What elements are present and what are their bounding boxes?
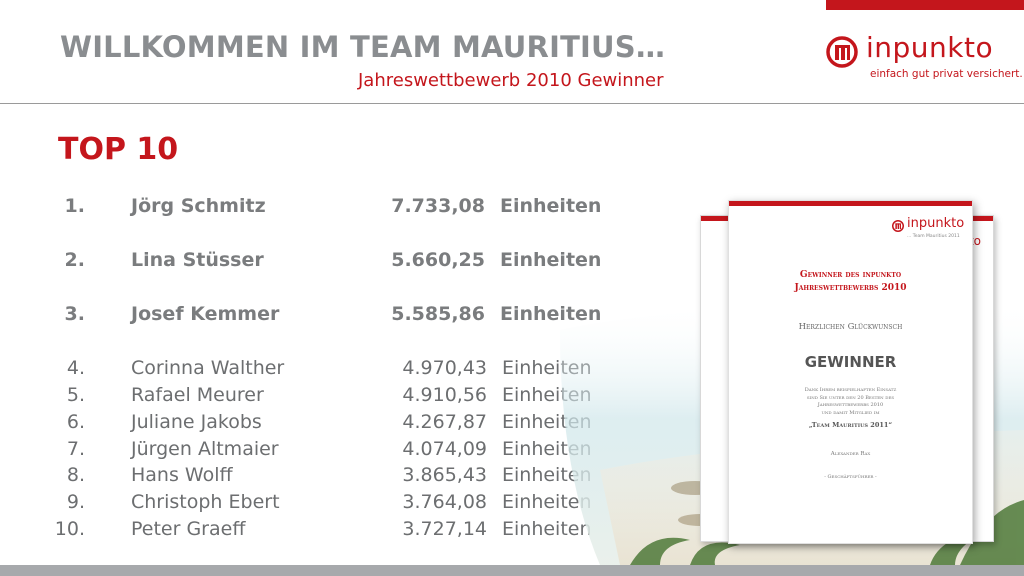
rank-position: 1. [64,195,85,217]
rank-name: Josef Kemmer [131,303,280,325]
rank-value: 3.727,14 [402,518,487,540]
ranking-row: 5. Rafael Meurer 4.910,56 Einheiten [0,384,620,410]
logo-wordmark: inpunkto [866,31,994,64]
rank-position: 4. [66,357,85,379]
ranking-row: 1. Jörg Schmitz 7.733,08 Einheiten [0,195,620,221]
certificate-winner: GEWINNER [804,353,897,371]
certificate-congrats: Herzlichen Glückwunsch [798,322,903,332]
certificate-signer: Alexander Rax [830,451,871,457]
ranking-row: 3. Josef Kemmer 5.585,86 Einheiten [0,303,620,329]
certificate-top-bar [729,201,972,206]
certificate-body-line3: Jahreswettbewerbs 2010 [817,402,884,408]
rank-value: 4.910,56 [402,384,487,406]
brand-logo: inpunkto einfach gut privat versichert. [826,31,1023,84]
ranking-row: 7. Jürgen Altmaier 4.074,09 Einheiten [0,438,620,464]
rank-value: 5.585,86 [391,303,485,325]
rank-value: 4.074,09 [402,438,487,460]
rank-value: 4.267,87 [402,411,487,433]
certificate-body: Dank Ihrem beispielhaften Einsatz sind S… [749,387,952,417]
certificate-heading-line1: Gewinner des inpunkto [799,270,902,280]
rank-name: Jürgen Altmaier [131,438,279,460]
certificate-team: „Team Mauritius 2011“ [808,421,893,429]
certificate-body-line1: Dank Ihrem beispielhaften Einsatz [804,387,897,393]
ranking-row: 8. Hans Wolff 3.865,43 Einheiten [0,464,620,490]
certificate-logo-sub: ... Team Mauritius 2011 [907,234,960,239]
rank-value: 3.865,43 [402,464,487,486]
rank-position: 10. [54,518,85,540]
header-divider [0,103,1024,104]
certificate-body-line2: sind Sie unter den 20 Besten des [806,394,895,401]
rank-position: 6. [66,411,85,433]
logo-icon [826,36,858,68]
section-heading: TOP 10 [58,132,179,167]
ranking-row: 2. Lina Stüsser 5.660,25 Einheiten [0,249,620,275]
rank-value: 7.733,08 [391,195,485,217]
rank-unit: Einheiten [502,491,592,513]
rank-name: Corinna Walther [131,357,285,379]
page-title: WILLKOMMEN IM TEAM MAURITIUS… [60,30,666,64]
rank-name: Jörg Schmitz [131,195,266,217]
rank-name: Rafael Meurer [131,384,264,406]
top-accent-bar [826,0,1024,10]
rank-name: Lina Stüsser [131,249,264,271]
rank-name: Hans Wolff [131,464,233,486]
rank-value: 4.970,43 [402,357,487,379]
rank-position: 5. [66,384,85,406]
rank-unit: Einheiten [502,518,592,540]
rank-unit: Einheiten [500,303,602,325]
rank-unit: Einheiten [500,249,602,271]
certificate-logo-icon [892,220,904,232]
rank-position: 3. [64,303,85,325]
certificate-body-line4: und damit Mitglied im [821,409,880,416]
certificate: inpunkto ... Team Mauritius 2011 Gewinne… [728,200,973,544]
rank-name: Juliane Jakobs [131,411,262,433]
rank-unit: Einheiten [502,464,592,486]
ranking-row: 9. Christoph Ebert 3.764,08 Einheiten [0,491,620,517]
certificate-role: - Geschäftsführer - [824,474,877,480]
rank-position: 7. [66,438,85,460]
certificate-logo-name: inpunkto [907,216,965,231]
ranking-row: 4. Corinna Walther 4.970,43 Einheiten [0,357,620,383]
certificate-logo: inpunkto ... Team Mauritius 2011 [892,216,965,244]
rank-position: 8. [66,464,85,486]
ranking-row: 10. Peter Graeff 3.727,14 Einheiten [0,518,620,544]
rank-name: Peter Graeff [131,518,246,540]
certificate-heading-line2: Jahreswettbewerbs 2010 [794,283,907,293]
page-subtitle: Jahreswettbewerb 2010 Gewinner [358,70,664,91]
rank-position: 9. [66,491,85,513]
rank-value: 3.764,08 [402,491,487,513]
footer-bar [0,565,1024,576]
rank-unit: Einheiten [500,195,602,217]
certificate-heading: Gewinner des inpunkto Jahreswettbewerbs … [729,269,972,295]
logo-tagline: einfach gut privat versichert. [870,68,1023,80]
rank-name: Christoph Ebert [131,491,280,513]
rank-value: 5.660,25 [391,249,485,271]
rank-position: 2. [64,249,85,271]
